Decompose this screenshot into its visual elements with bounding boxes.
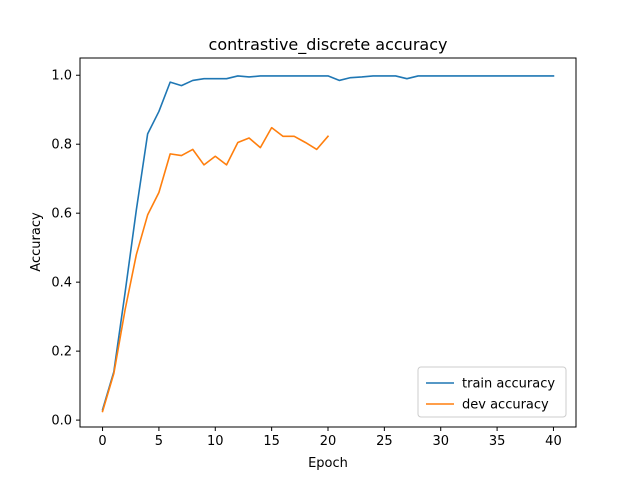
y-axis-label: Accuracy [29, 212, 44, 272]
x-tick-label: 0 [98, 434, 106, 449]
x-tick-label: 25 [376, 434, 393, 449]
legend: train accuracy dev accuracy [417, 366, 567, 418]
x-tick-label: 40 [545, 434, 562, 449]
y-tick-label: 0.8 [51, 138, 72, 153]
x-tick-label: 20 [320, 434, 337, 449]
legend-box [417, 366, 567, 418]
series-line-0 [101, 75, 555, 411]
x-tick-label: 35 [489, 434, 506, 449]
y-tick-label: 1.0 [51, 69, 72, 84]
x-tick-label: 30 [432, 434, 449, 449]
y-axis: 0.0 0.2 0.4 0.6 0.8 1.0 [51, 69, 80, 429]
y-tick-label: 0.0 [51, 414, 72, 429]
x-tick-label: 5 [155, 434, 163, 449]
y-tick-label: 0.4 [51, 276, 72, 291]
x-tick-label: 15 [263, 434, 280, 449]
plot-lines [101, 75, 555, 413]
chart-title: contrastive_discrete accuracy [209, 35, 448, 55]
x-axis-label: Epoch [308, 456, 348, 471]
legend-label: dev accuracy [462, 398, 549, 413]
series-line-1 [101, 126, 330, 413]
legend-label: train accuracy [462, 377, 555, 392]
x-tick-label: 10 [207, 434, 224, 449]
x-axis: 0 5 10 15 20 25 30 35 40 [98, 427, 562, 449]
y-tick-label: 0.6 [51, 207, 72, 222]
y-tick-label: 0.2 [51, 345, 72, 360]
